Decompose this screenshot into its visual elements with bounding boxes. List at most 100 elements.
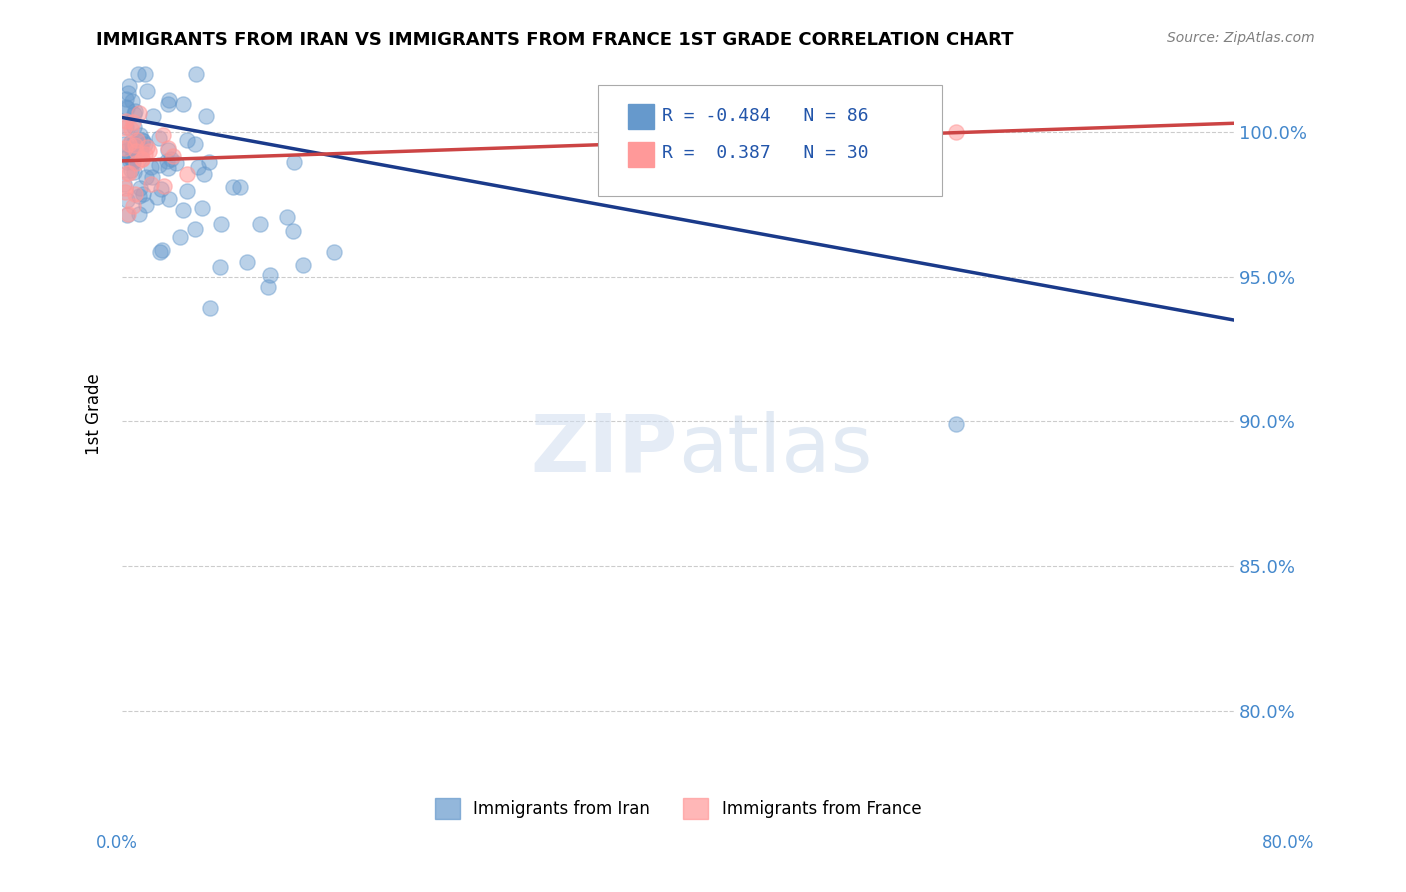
Text: R =  0.387   N = 30: R = 0.387 N = 30 — [662, 145, 869, 162]
Point — [194, 109, 217, 123]
Point — [121, 155, 143, 169]
Point — [124, 165, 146, 179]
Point — [149, 245, 172, 260]
Point — [136, 84, 159, 98]
Point — [118, 154, 141, 169]
Point — [127, 67, 149, 81]
Point — [291, 258, 314, 272]
Point — [157, 192, 180, 206]
Point — [236, 255, 259, 269]
Point — [124, 186, 146, 201]
Point — [125, 145, 148, 159]
Point — [122, 120, 145, 134]
Text: R = -0.484   N = 86: R = -0.484 N = 86 — [662, 107, 869, 125]
Point — [132, 134, 155, 148]
Text: 80.0%: 80.0% — [1263, 834, 1315, 852]
Point — [156, 154, 179, 169]
Point — [172, 97, 194, 112]
Point — [135, 140, 157, 154]
Point — [198, 154, 221, 169]
Point — [128, 105, 150, 120]
Point — [114, 92, 136, 106]
Point — [187, 161, 209, 175]
Point — [128, 189, 150, 203]
Point — [118, 78, 141, 93]
Point — [134, 67, 156, 81]
Point — [129, 140, 152, 154]
Point — [172, 202, 194, 217]
Point — [114, 185, 136, 199]
Point — [148, 158, 170, 172]
Point — [121, 143, 143, 157]
Point — [135, 198, 157, 212]
Text: IMMIGRANTS FROM IRAN VS IMMIGRANTS FROM FRANCE 1ST GRADE CORRELATION CHART: IMMIGRANTS FROM IRAN VS IMMIGRANTS FROM … — [96, 31, 1014, 49]
Point — [138, 144, 160, 158]
Point — [114, 181, 136, 195]
Y-axis label: 1st Grade: 1st Grade — [86, 373, 103, 455]
Point — [283, 155, 305, 169]
Point — [945, 417, 967, 432]
Point — [156, 97, 179, 112]
Point — [169, 230, 191, 244]
Point — [176, 133, 198, 147]
Point — [145, 190, 167, 204]
Point — [165, 155, 187, 169]
Point — [200, 301, 222, 316]
Point — [283, 224, 305, 238]
Point — [128, 207, 150, 221]
Point — [176, 167, 198, 181]
Point — [193, 167, 215, 181]
Point — [184, 67, 207, 81]
Point — [184, 136, 207, 151]
Point — [112, 121, 135, 136]
Point — [176, 184, 198, 198]
Point — [120, 121, 142, 136]
Text: atlas: atlas — [678, 410, 872, 489]
Point — [122, 115, 145, 129]
Point — [257, 279, 280, 293]
Point — [150, 244, 173, 258]
Legend: Immigrants from Iran, Immigrants from France: Immigrants from Iran, Immigrants from Fr… — [427, 791, 928, 825]
Point — [129, 128, 152, 142]
Point — [115, 194, 138, 208]
Point — [129, 181, 152, 195]
Point — [118, 137, 141, 152]
Point — [276, 210, 298, 224]
Point — [124, 104, 146, 119]
Point — [160, 153, 183, 167]
Point — [117, 86, 139, 100]
Point — [209, 217, 232, 231]
Point — [124, 138, 146, 153]
Point — [122, 154, 145, 169]
Point — [150, 181, 173, 195]
Point — [142, 110, 165, 124]
Point — [209, 260, 232, 275]
Point — [157, 141, 180, 155]
Point — [122, 107, 145, 121]
Point — [115, 155, 138, 169]
Point — [139, 160, 162, 174]
Point — [135, 170, 157, 185]
Point — [162, 149, 184, 163]
Point — [134, 136, 156, 151]
Point — [115, 120, 138, 135]
Point — [114, 137, 136, 152]
Point — [114, 141, 136, 155]
Point — [115, 208, 138, 222]
Point — [120, 135, 142, 149]
Point — [945, 125, 967, 139]
Point — [249, 217, 271, 231]
Point — [141, 169, 163, 184]
Text: 0.0%: 0.0% — [96, 834, 138, 852]
Point — [139, 177, 162, 191]
Point — [131, 133, 153, 147]
Point — [229, 179, 252, 194]
Point — [323, 245, 346, 260]
Point — [114, 144, 136, 158]
Point — [191, 201, 214, 215]
Point — [152, 178, 174, 193]
Text: Source: ZipAtlas.com: Source: ZipAtlas.com — [1167, 31, 1315, 45]
Point — [122, 142, 145, 156]
Point — [118, 166, 141, 180]
Point — [125, 133, 148, 147]
